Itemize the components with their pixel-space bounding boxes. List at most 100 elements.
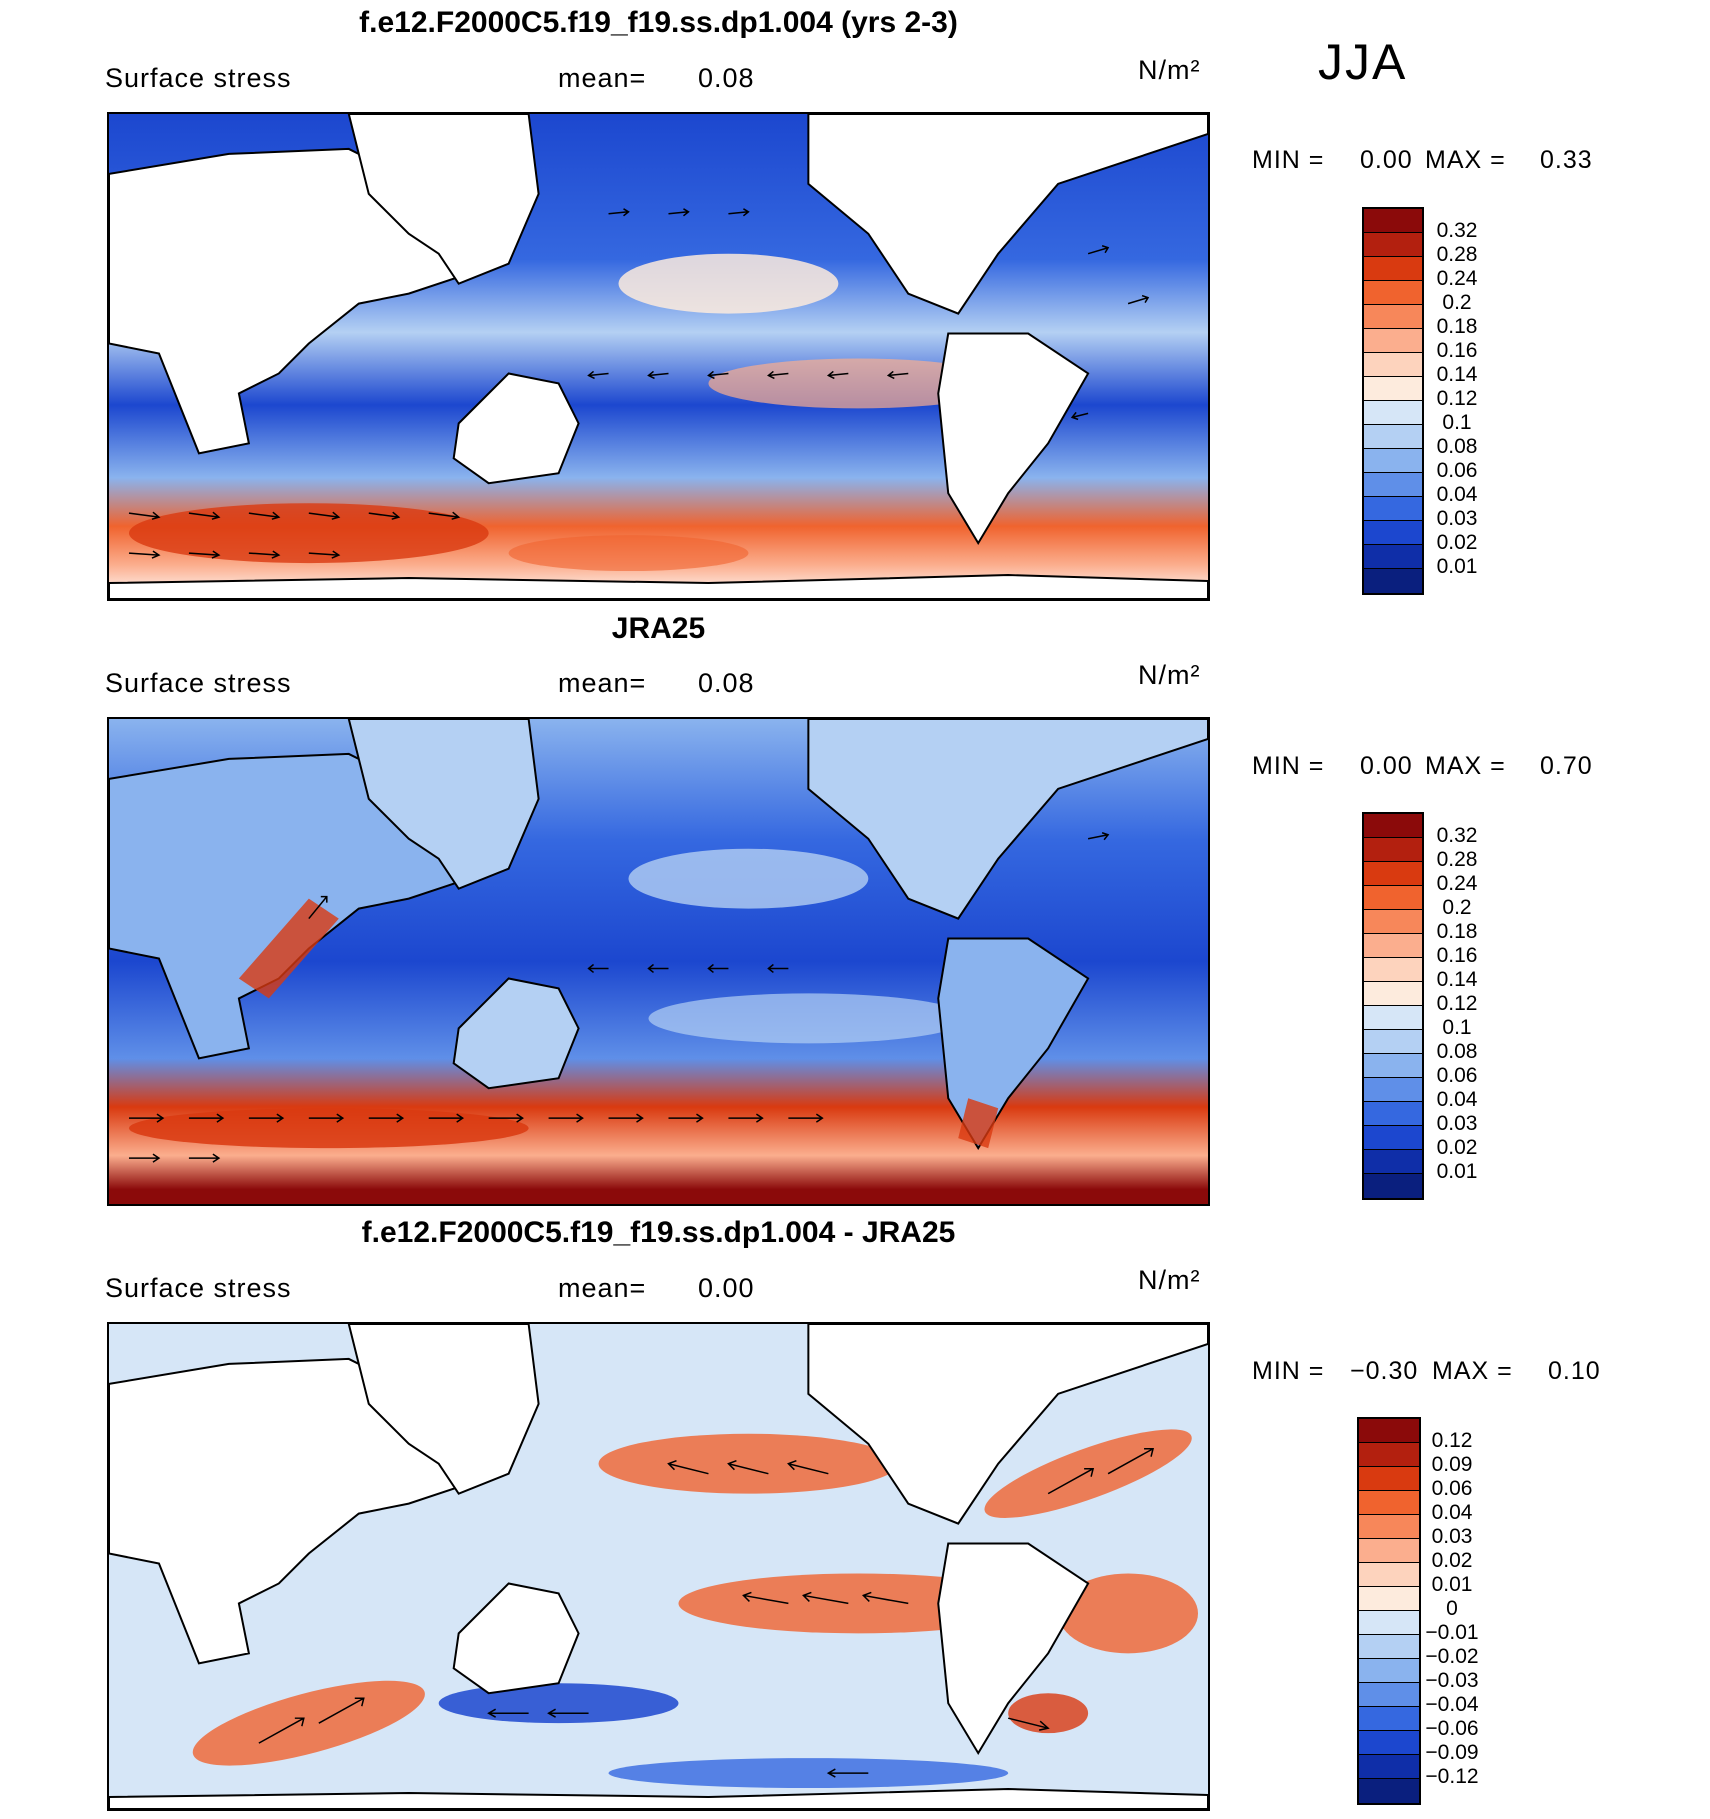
colorbar-tick-label: 0.12 (1436, 992, 1478, 1015)
colorbar-swatch (1359, 1635, 1419, 1659)
panel-3-mean-value: 0.00 (698, 1273, 755, 1303)
colorbar-tick-label: 0.06 (1436, 459, 1478, 482)
colorbar-swatch (1359, 1443, 1419, 1467)
colorbar-tick-label: 0.06 (1431, 1477, 1473, 1500)
land-australia (452, 372, 580, 485)
colorbar-swatch (1359, 1515, 1419, 1539)
land-south-america (937, 937, 1090, 1151)
colorbar-tick-label: 0.08 (1436, 435, 1478, 458)
panel-3-variable-label: Surface stress (105, 1273, 292, 1303)
colorbar-tick-label: 0.18 (1436, 315, 1478, 338)
panel-2-min-label: MIN = (1252, 752, 1325, 780)
panel-2-variable-label: Surface stress (105, 668, 292, 698)
panel-1-max-label: MAX = (1425, 146, 1506, 174)
colorbar-swatch (1364, 982, 1422, 1006)
colorbar-swatch (1359, 1491, 1419, 1515)
colorbar-swatch (1364, 425, 1422, 449)
panel-3-min-label: MIN = (1252, 1357, 1325, 1385)
panel-2-mean-label: mean= (558, 668, 647, 698)
colorbar-tick-label: −0.01 (1425, 1621, 1479, 1644)
colorbar-swatch (1364, 958, 1422, 982)
colorbar-swatch (1364, 1030, 1422, 1054)
colorbar-swatch (1359, 1683, 1419, 1707)
land-south-america (937, 1542, 1090, 1756)
colorbar-swatch (1359, 1539, 1419, 1563)
colorbar-swatch (1364, 521, 1422, 545)
colorbar-swatch (1364, 233, 1422, 257)
colorbar-swatch (1364, 281, 1422, 305)
colorbar-tick-label: −0.03 (1425, 1669, 1479, 1692)
colorbar-swatch (1364, 497, 1422, 521)
panel-2-stress-vectors (128, 832, 1110, 1163)
colorbar-tick-label: 0.24 (1436, 267, 1478, 290)
panel-2-units: N/m² (1138, 660, 1201, 690)
colorbar-tick-label: 0.06 (1436, 1064, 1478, 1087)
colorbar-swatch (1359, 1755, 1419, 1779)
colorbar-swatch (1359, 1467, 1419, 1491)
colorbar-swatch (1364, 569, 1422, 593)
panel-1-mean-value: 0.08 (698, 63, 755, 93)
colorbar-swatch (1359, 1779, 1419, 1803)
colorbar-swatch (1364, 209, 1422, 233)
season-label: JJA (1318, 34, 1408, 90)
colorbar-tick-label: 0.12 (1436, 387, 1478, 410)
panel-1-min-value: 0.00 (1360, 146, 1413, 174)
panel-1-units: N/m² (1138, 55, 1201, 85)
panel-2-min-value: 0.00 (1360, 752, 1413, 780)
colorbar-swatch (1359, 1659, 1419, 1683)
colorbar-tick-label: 0.04 (1436, 1088, 1478, 1111)
colorbar-tick-label: 0.28 (1436, 243, 1478, 266)
panel-3-units: N/m² (1138, 1265, 1201, 1295)
panel-2-mean-value: 0.08 (698, 668, 755, 698)
panel-2-max-value: 0.70 (1540, 752, 1593, 780)
panel-1-min-label: MIN = (1252, 146, 1325, 174)
panel-2-title: JRA25 (611, 612, 706, 645)
land-south-america (937, 332, 1090, 546)
colorbar-swatch (1364, 353, 1422, 377)
colorbar-swatch (1364, 886, 1422, 910)
colorbar-tick-label: 0.02 (1436, 531, 1478, 554)
colorbar-swatch (1364, 257, 1422, 281)
colorbar-swatch (1364, 305, 1422, 329)
land-asia (347, 1324, 540, 1495)
panel-1-colorbar (1362, 207, 1424, 595)
colorbar-tick-label: 0.01 (1436, 555, 1478, 578)
panel-3-title: f.e12.F2000C5.f19_f19.ss.dp1.004 - JRA25 (361, 1216, 956, 1249)
colorbar-tick-label: 0.14 (1436, 968, 1478, 991)
land-antarctica (109, 1788, 1208, 1809)
colorbar-swatch (1359, 1731, 1419, 1755)
colorbar-tick-label: 0.02 (1431, 1549, 1473, 1572)
colorbar-tick-label: −0.06 (1425, 1717, 1479, 1740)
panel-1-variable-label: Surface stress (105, 63, 292, 93)
colorbar-tick-label: −0.09 (1425, 1741, 1479, 1764)
panel-1-map (107, 112, 1210, 601)
colorbar-tick-label: −0.12 (1425, 1765, 1479, 1788)
colorbar-swatch (1364, 377, 1422, 401)
colorbar-swatch (1364, 1174, 1422, 1198)
panel-1-mean-label: mean= (558, 63, 647, 93)
colorbar-tick-label: 0.18 (1436, 920, 1478, 943)
colorbar-tick-label: 0.01 (1436, 1160, 1478, 1183)
colorbar-swatch (1364, 1054, 1422, 1078)
colorbar-tick-label: 0.24 (1436, 872, 1478, 895)
panel-3-map (107, 1322, 1210, 1811)
colorbar-tick-label: −0.04 (1425, 1693, 1479, 1716)
panel-3-max-label: MAX = (1432, 1357, 1513, 1385)
colorbar-tick-label: 0.04 (1436, 483, 1478, 506)
colorbar-swatch (1364, 814, 1422, 838)
land-australia (452, 1582, 580, 1695)
panel-3-mean-label: mean= (558, 1273, 647, 1303)
colorbar-swatch (1364, 329, 1422, 353)
colorbar-swatch (1359, 1707, 1419, 1731)
colorbar-swatch (1359, 1611, 1419, 1635)
panel-3-colorbar (1357, 1417, 1421, 1805)
colorbar-tick-label: 0.1 (1442, 1016, 1472, 1039)
colorbar-tick-label: 0.03 (1436, 1112, 1478, 1135)
panel-2-max-label: MAX = (1425, 752, 1506, 780)
colorbar-tick-label: 0.12 (1431, 1429, 1473, 1452)
colorbar-swatch (1364, 1150, 1422, 1174)
panel-2-colorbar (1362, 812, 1424, 1200)
colorbar-swatch (1364, 1006, 1422, 1030)
colorbar-swatch (1364, 1078, 1422, 1102)
land-australia (452, 977, 580, 1090)
